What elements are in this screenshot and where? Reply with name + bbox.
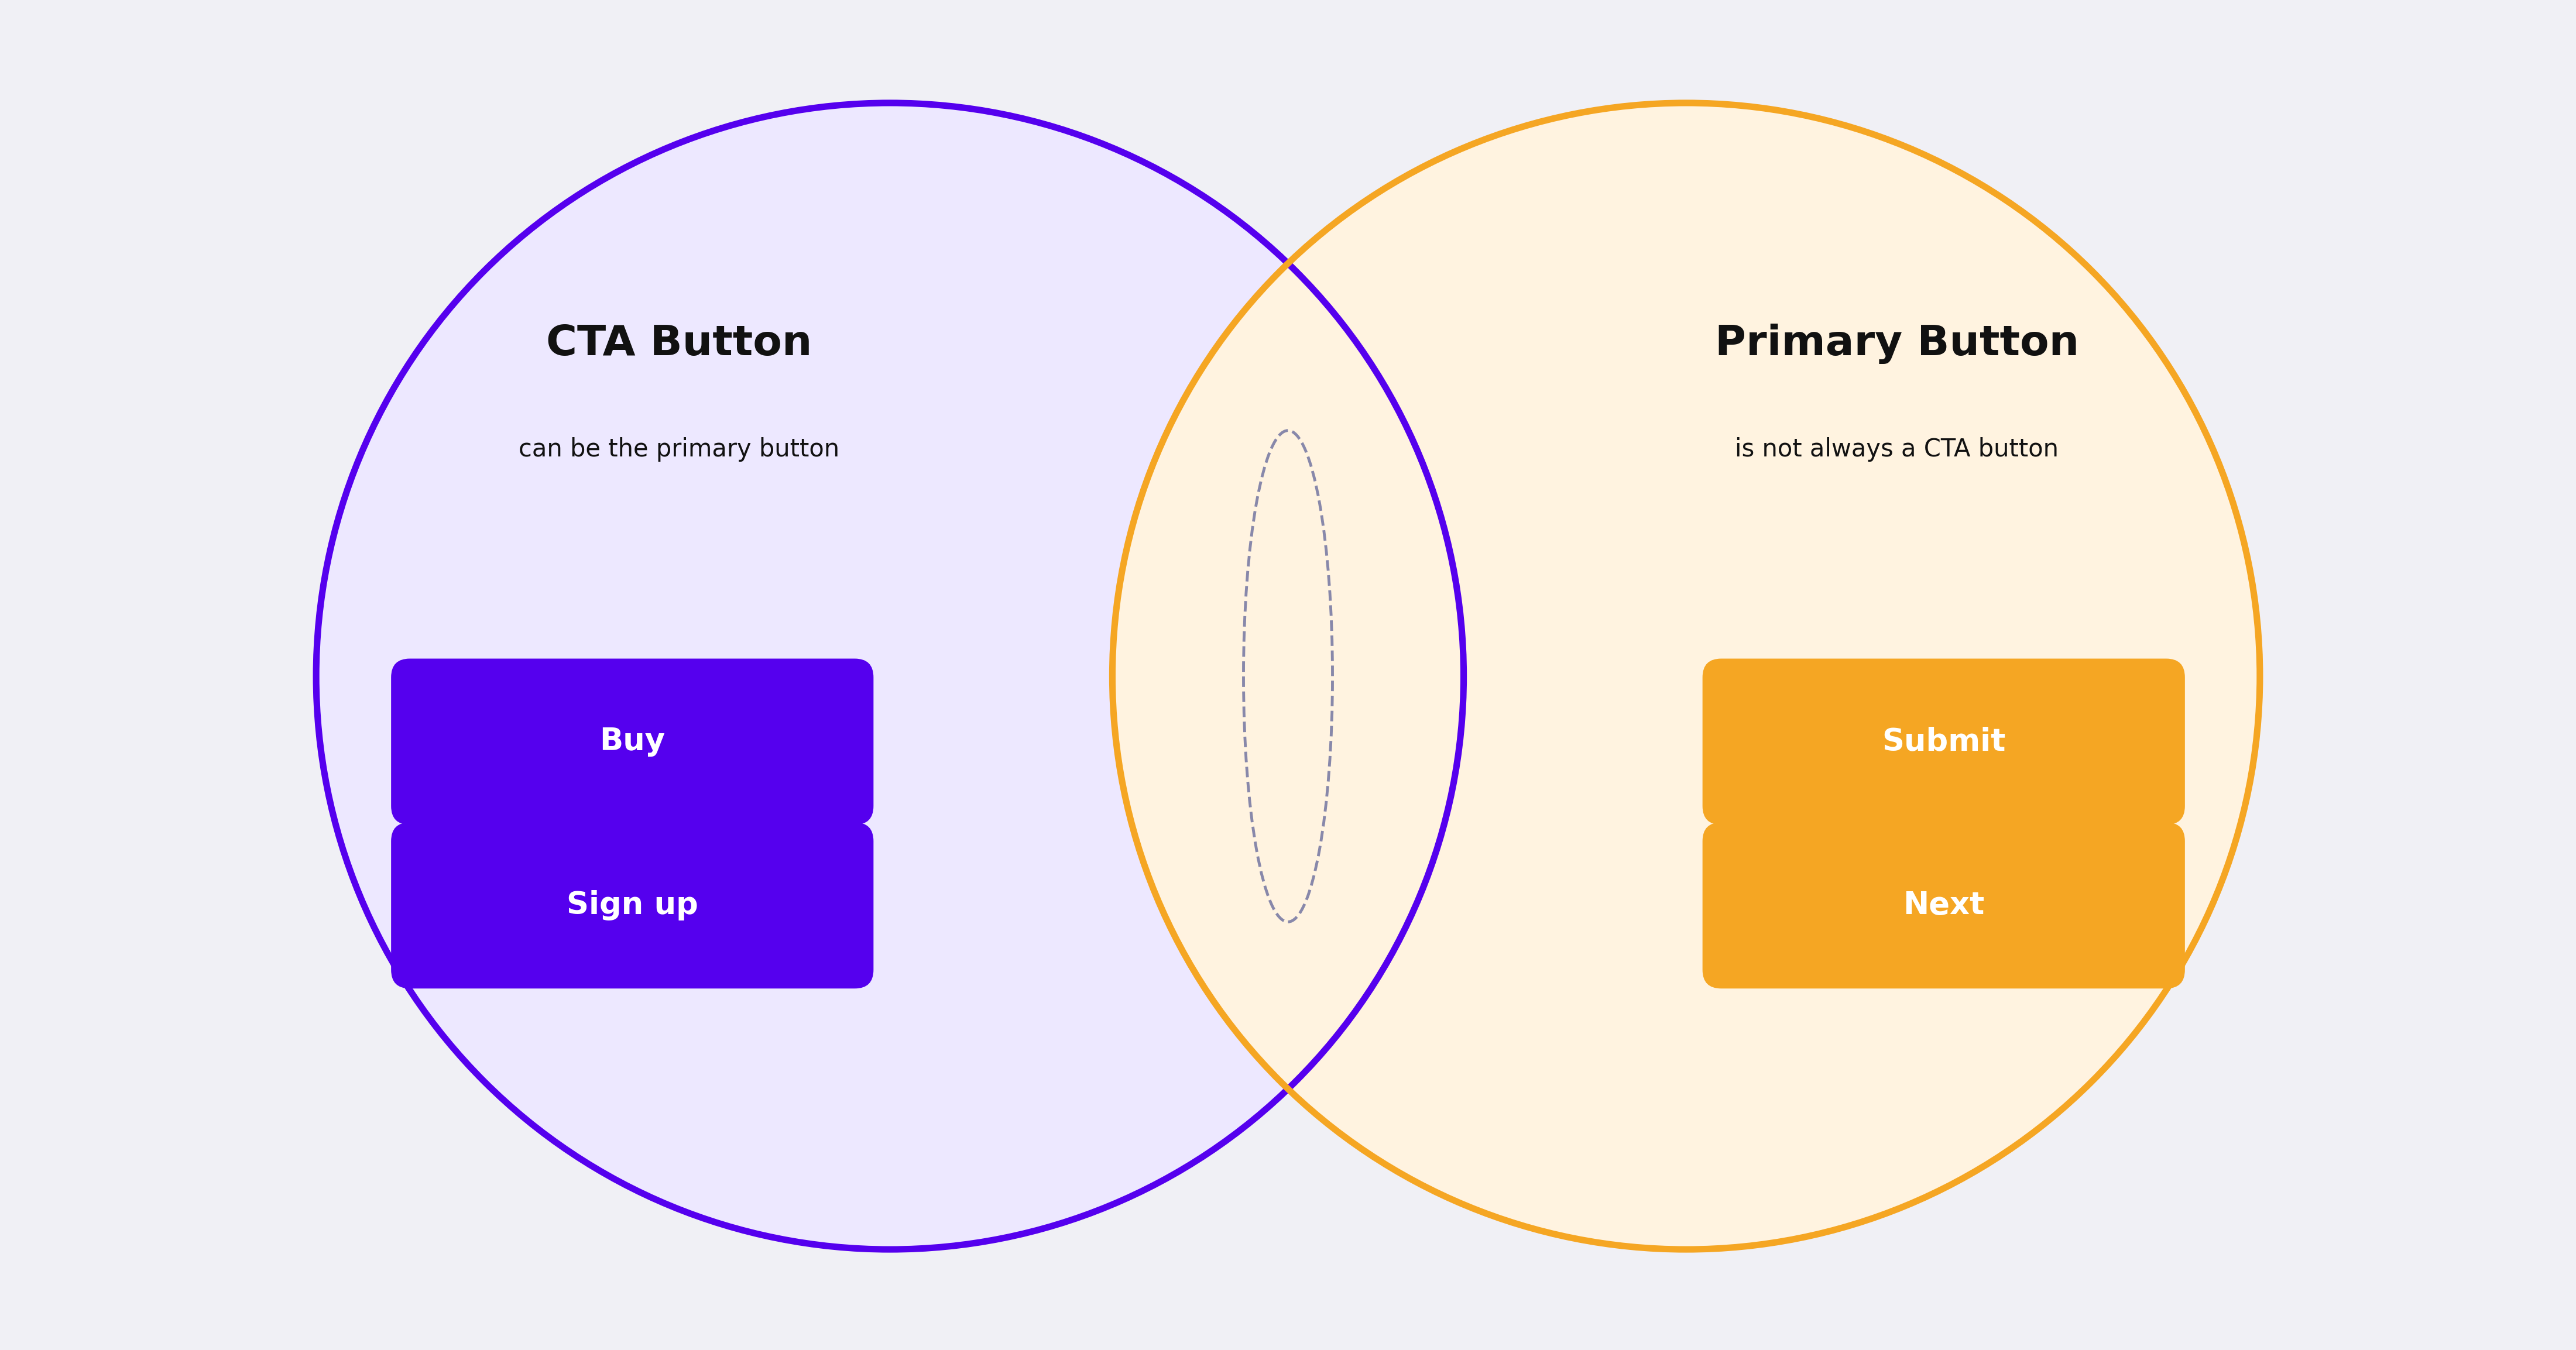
Circle shape bbox=[1113, 103, 2259, 1249]
FancyBboxPatch shape bbox=[392, 822, 873, 988]
Text: Submit: Submit bbox=[1883, 726, 2007, 757]
Text: can be the primary button: can be the primary button bbox=[518, 437, 840, 462]
Text: Buy: Buy bbox=[600, 726, 665, 757]
Circle shape bbox=[317, 103, 1463, 1249]
Text: is not always a CTA button: is not always a CTA button bbox=[1736, 437, 2058, 462]
FancyBboxPatch shape bbox=[1703, 822, 2184, 988]
Text: Sign up: Sign up bbox=[567, 890, 698, 921]
Text: Primary Button: Primary Button bbox=[1716, 324, 2079, 364]
Text: CTA Button: CTA Button bbox=[546, 324, 811, 364]
Text: Next: Next bbox=[1904, 890, 1984, 921]
FancyBboxPatch shape bbox=[1703, 659, 2184, 825]
FancyBboxPatch shape bbox=[392, 659, 873, 825]
